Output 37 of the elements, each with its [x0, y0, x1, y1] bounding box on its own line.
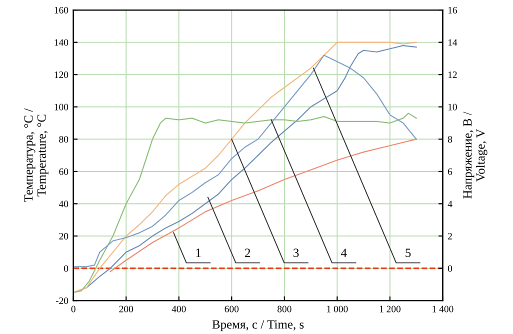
x-tick-label: 400 — [172, 306, 186, 312]
line-series — [73, 112, 417, 294]
line-series — [110, 138, 417, 272]
y-tick-label: 80 — [59, 136, 68, 143]
x-tick-label: 1 200 — [380, 306, 401, 312]
x-tick-label: 200 — [119, 306, 134, 312]
y2-tick-label: 6 — [448, 168, 452, 175]
x-tick-label: 1 400 — [432, 306, 454, 312]
y-tick-label: 120 — [54, 72, 68, 78]
y2-tick-label: 14 — [448, 39, 458, 46]
x-tick-label: 1 000 — [327, 306, 348, 312]
y-tick-label: 40 — [58, 200, 68, 208]
y-tick-label: 140 — [54, 39, 68, 46]
y2-tick-label: 16 — [448, 6, 458, 14]
x-tick-label: 800 — [278, 306, 292, 312]
x-tick-label: 600 — [224, 306, 239, 312]
y2-tick-label: 12 — [448, 72, 457, 78]
y-tick-label: 160 — [54, 6, 68, 14]
y2-axis-title: Напряжение, В / Voltage, V — [463, 112, 488, 199]
y-tick-label: 60 — [59, 168, 68, 175]
annotation: 4 — [340, 248, 347, 257]
x-axis-title: Время, с / Time, s — [212, 320, 304, 332]
y2-tick-label: 8 — [448, 136, 452, 143]
y-tick-label: 20 — [59, 232, 68, 240]
annotation: 5 — [406, 248, 411, 258]
y-tick-label: -20 — [56, 298, 68, 304]
y2-tick-label: 10 — [448, 104, 457, 110]
x-tick-label: 0 — [71, 306, 76, 312]
y2-tick-label: 4 — [448, 200, 452, 208]
y2-tick-label: 0 — [448, 265, 452, 272]
y-tick-label: 0 — [64, 265, 68, 272]
y2-tick-label: 2 — [448, 232, 452, 240]
y-axis-title: Температура, °C / Temperature, °C — [24, 108, 48, 202]
y-tick-label: 100 — [54, 104, 68, 110]
annotation: 2 — [245, 248, 250, 257]
annotation: 1 — [196, 248, 201, 257]
annotation: 3 — [294, 248, 299, 258]
